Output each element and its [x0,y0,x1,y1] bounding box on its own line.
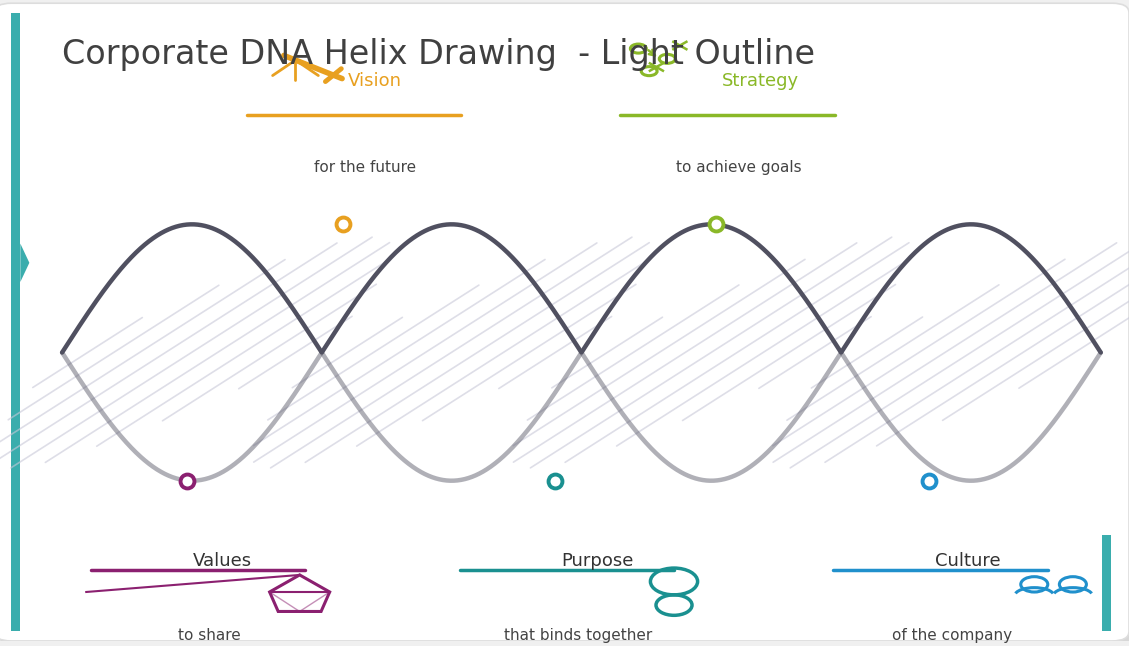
Text: of the company: of the company [892,628,1012,643]
Text: Vision: Vision [348,72,402,90]
Text: to share: to share [178,628,240,643]
Point [546,475,564,486]
Polygon shape [20,244,29,282]
Bar [1102,535,1111,631]
Text: Strategy: Strategy [723,72,799,90]
Text: that binds together: that binds together [504,628,653,643]
Point [177,475,195,486]
Bar [11,13,20,631]
Text: to achieve goals: to achieve goals [676,160,802,175]
FancyBboxPatch shape [0,6,1129,644]
Text: Purpose: Purpose [561,552,633,570]
Point [333,219,351,229]
Text: Culture: Culture [935,552,1000,570]
Text: for the future: for the future [314,160,417,175]
Text: Corporate DNA Helix Drawing  - Light Outline: Corporate DNA Helix Drawing - Light Outl… [62,38,815,71]
Text: Values: Values [192,552,252,570]
Point [920,475,938,486]
Point [708,219,726,229]
FancyBboxPatch shape [0,3,1129,641]
